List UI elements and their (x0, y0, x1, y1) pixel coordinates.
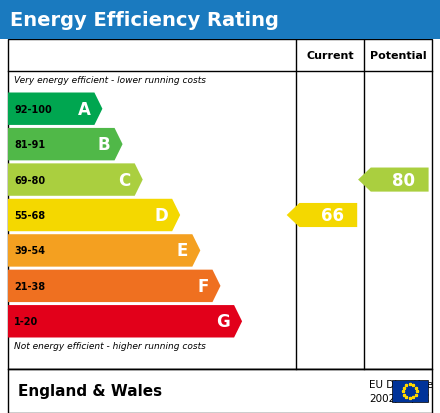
Bar (0, 0, 440, 40)
Text: 81-91: 81-91 (14, 140, 45, 150)
Polygon shape (8, 199, 180, 232)
Text: 66: 66 (321, 206, 344, 224)
Bar (392, 380, 428, 402)
Polygon shape (358, 168, 429, 192)
Polygon shape (8, 164, 143, 196)
Text: 39-54: 39-54 (14, 246, 45, 256)
Text: 55-68: 55-68 (14, 211, 45, 221)
Bar (8, 369, 432, 413)
Text: England & Wales: England & Wales (18, 384, 162, 399)
Text: Potential: Potential (370, 51, 426, 61)
Text: 21-38: 21-38 (14, 281, 45, 291)
Polygon shape (8, 235, 200, 267)
Text: G: G (216, 313, 230, 330)
Text: EU Directive: EU Directive (369, 379, 433, 389)
Text: 1-20: 1-20 (14, 316, 38, 327)
Polygon shape (8, 305, 242, 338)
Text: 69-80: 69-80 (14, 175, 45, 185)
Text: Energy Efficiency Rating: Energy Efficiency Rating (10, 10, 279, 29)
Text: D: D (154, 206, 168, 224)
Text: 92-100: 92-100 (14, 104, 52, 114)
Bar (8, 40, 432, 369)
Text: B: B (98, 136, 110, 154)
Text: 80: 80 (392, 171, 415, 189)
Text: Not energy efficient - higher running costs: Not energy efficient - higher running co… (14, 341, 206, 350)
Text: A: A (77, 100, 90, 119)
Polygon shape (8, 93, 103, 126)
Polygon shape (8, 270, 220, 302)
Text: 2002/91/EC: 2002/91/EC (369, 393, 429, 403)
Text: C: C (118, 171, 131, 189)
Polygon shape (8, 128, 123, 161)
Polygon shape (287, 204, 357, 228)
Text: E: E (177, 242, 188, 260)
Text: Very energy efficient - lower running costs: Very energy efficient - lower running co… (14, 76, 206, 85)
Text: F: F (197, 277, 209, 295)
Text: Current: Current (306, 51, 354, 61)
